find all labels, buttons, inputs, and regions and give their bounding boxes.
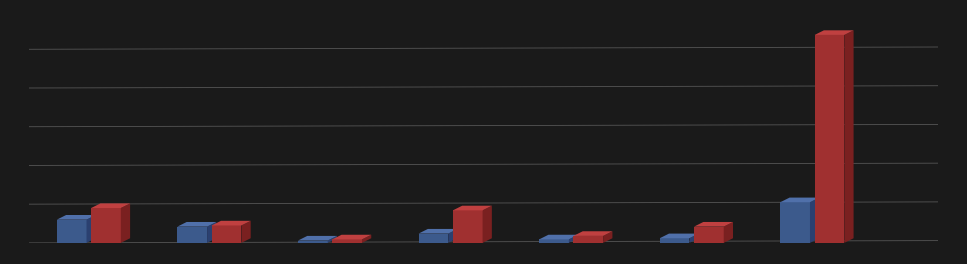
Polygon shape [814, 35, 844, 243]
Polygon shape [723, 222, 733, 243]
Polygon shape [569, 235, 578, 243]
Polygon shape [242, 221, 250, 243]
Polygon shape [207, 222, 217, 243]
Polygon shape [57, 220, 86, 243]
Polygon shape [573, 231, 612, 236]
Polygon shape [814, 30, 854, 35]
Polygon shape [91, 203, 131, 208]
Polygon shape [298, 241, 328, 243]
Polygon shape [659, 238, 689, 243]
Polygon shape [419, 234, 449, 243]
Polygon shape [57, 215, 96, 220]
Polygon shape [810, 197, 819, 243]
Polygon shape [540, 239, 569, 243]
Polygon shape [659, 234, 699, 238]
Polygon shape [333, 235, 371, 239]
Polygon shape [362, 235, 371, 243]
Polygon shape [449, 229, 457, 243]
Polygon shape [328, 236, 337, 243]
Polygon shape [694, 227, 723, 243]
Polygon shape [212, 221, 250, 225]
Polygon shape [540, 235, 578, 239]
Polygon shape [298, 236, 337, 241]
Polygon shape [177, 222, 217, 227]
Polygon shape [121, 203, 131, 243]
Polygon shape [333, 239, 362, 243]
Polygon shape [694, 222, 733, 227]
Polygon shape [453, 210, 483, 243]
Polygon shape [212, 225, 242, 243]
Polygon shape [603, 231, 612, 243]
Polygon shape [177, 227, 207, 243]
Polygon shape [689, 234, 699, 243]
Polygon shape [844, 30, 854, 243]
Polygon shape [780, 197, 819, 202]
Polygon shape [573, 236, 603, 243]
Polygon shape [86, 215, 96, 243]
Polygon shape [780, 202, 810, 243]
Polygon shape [91, 208, 121, 243]
Polygon shape [419, 229, 457, 234]
Polygon shape [453, 206, 492, 210]
Polygon shape [483, 206, 492, 243]
